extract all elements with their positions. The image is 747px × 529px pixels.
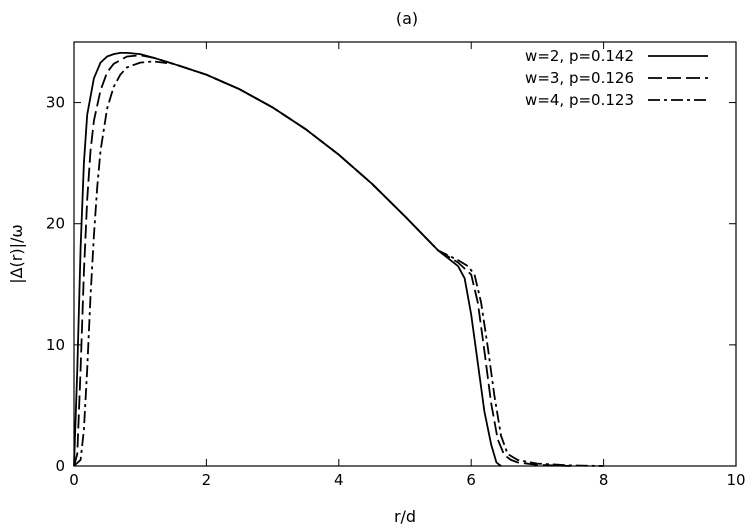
- series-line-3: [73, 60, 604, 467]
- x-tick-label: 4: [334, 471, 344, 489]
- plot-frame: [73, 41, 737, 467]
- x-tick-label: 8: [599, 471, 609, 489]
- x-axis-title: r/d: [394, 507, 416, 526]
- legend-label-3: w=4, p=0.123: [525, 91, 634, 109]
- series-line-1: [73, 52, 502, 467]
- chart-title: (a): [396, 9, 418, 28]
- axis-ticks: 0 2 4 6 8 10 0 10 20 30: [46, 42, 746, 489]
- legend-label-1: w=2, p=0.142: [525, 47, 634, 65]
- legend: w=2, p=0.142 w=3, p=0.126 w=4, p=0.123: [525, 47, 708, 109]
- y-tick-label: 30: [46, 94, 65, 112]
- x-tick-label: 0: [69, 471, 79, 489]
- y-tick-label: 20: [46, 215, 65, 233]
- y-tick-label: 0: [55, 457, 65, 475]
- x-tick-label: 2: [202, 471, 212, 489]
- x-tick-label: 10: [726, 471, 745, 489]
- y-tick-label: 10: [46, 336, 65, 354]
- y-axis-title: |Δ(r)|/ω: [7, 224, 26, 284]
- x-tick-label: 6: [466, 471, 476, 489]
- series-layer: [73, 52, 604, 467]
- legend-label-2: w=3, p=0.126: [525, 69, 634, 87]
